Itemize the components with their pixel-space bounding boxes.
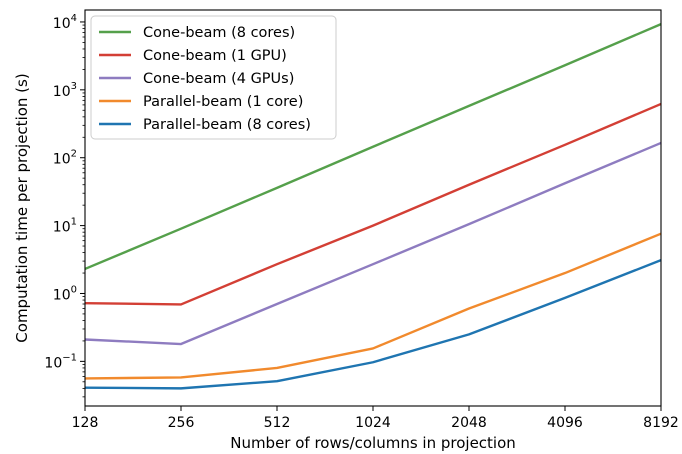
x-axis-label: Number of rows/columns in projection (230, 434, 516, 452)
legend-label: Cone-beam (1 GPU) (143, 48, 287, 64)
plot-area: 10−1 100 101 102 103 104 128 256 512 1024 2048 409… (44, 9, 679, 431)
x-tick-label: 8192 (643, 415, 679, 431)
x-tick-label: 512 (264, 415, 291, 431)
y-tick-label: 102 (53, 149, 77, 168)
legend-label: Parallel-beam (8 cores) (143, 117, 311, 133)
x-tick-label: 128 (72, 415, 99, 431)
legend-label: Cone-beam (8 cores) (143, 25, 295, 41)
legend-label: Parallel-beam (1 core) (143, 94, 303, 110)
y-major-ticks: 10−1 100 101 102 103 104 (44, 13, 85, 371)
y-tick-label: 10−1 (44, 352, 77, 371)
series-lines (84, 22, 662, 390)
x-tick-label: 2048 (451, 415, 487, 431)
legend: Cone-beam (8 cores) Cone-beam (1 GPU) Cone… (90, 15, 337, 140)
x-ticks: 128 256 512 1024 2048 4096 8192 (72, 406, 679, 431)
x-tick-label: 4096 (547, 415, 583, 431)
y-tick-label: 101 (53, 217, 77, 236)
series-line-3 (84, 141, 662, 346)
y-tick-label: 100 (53, 284, 77, 303)
y-tick-label: 103 (53, 81, 77, 100)
y-axis-label: Computation time per projection (s) (13, 73, 31, 342)
series-line-4 (84, 232, 662, 380)
series-line-5 (84, 259, 662, 390)
legend-box (90, 15, 337, 140)
x-tick-label: 1024 (355, 415, 391, 431)
x-tick-label: 256 (168, 415, 195, 431)
series-line-2 (84, 102, 662, 306)
plot-frame (84, 9, 662, 407)
legend-label: Cone-beam (4 GPUs) (143, 71, 294, 87)
series-line-1 (84, 22, 662, 271)
y-tick-label: 104 (53, 13, 77, 32)
